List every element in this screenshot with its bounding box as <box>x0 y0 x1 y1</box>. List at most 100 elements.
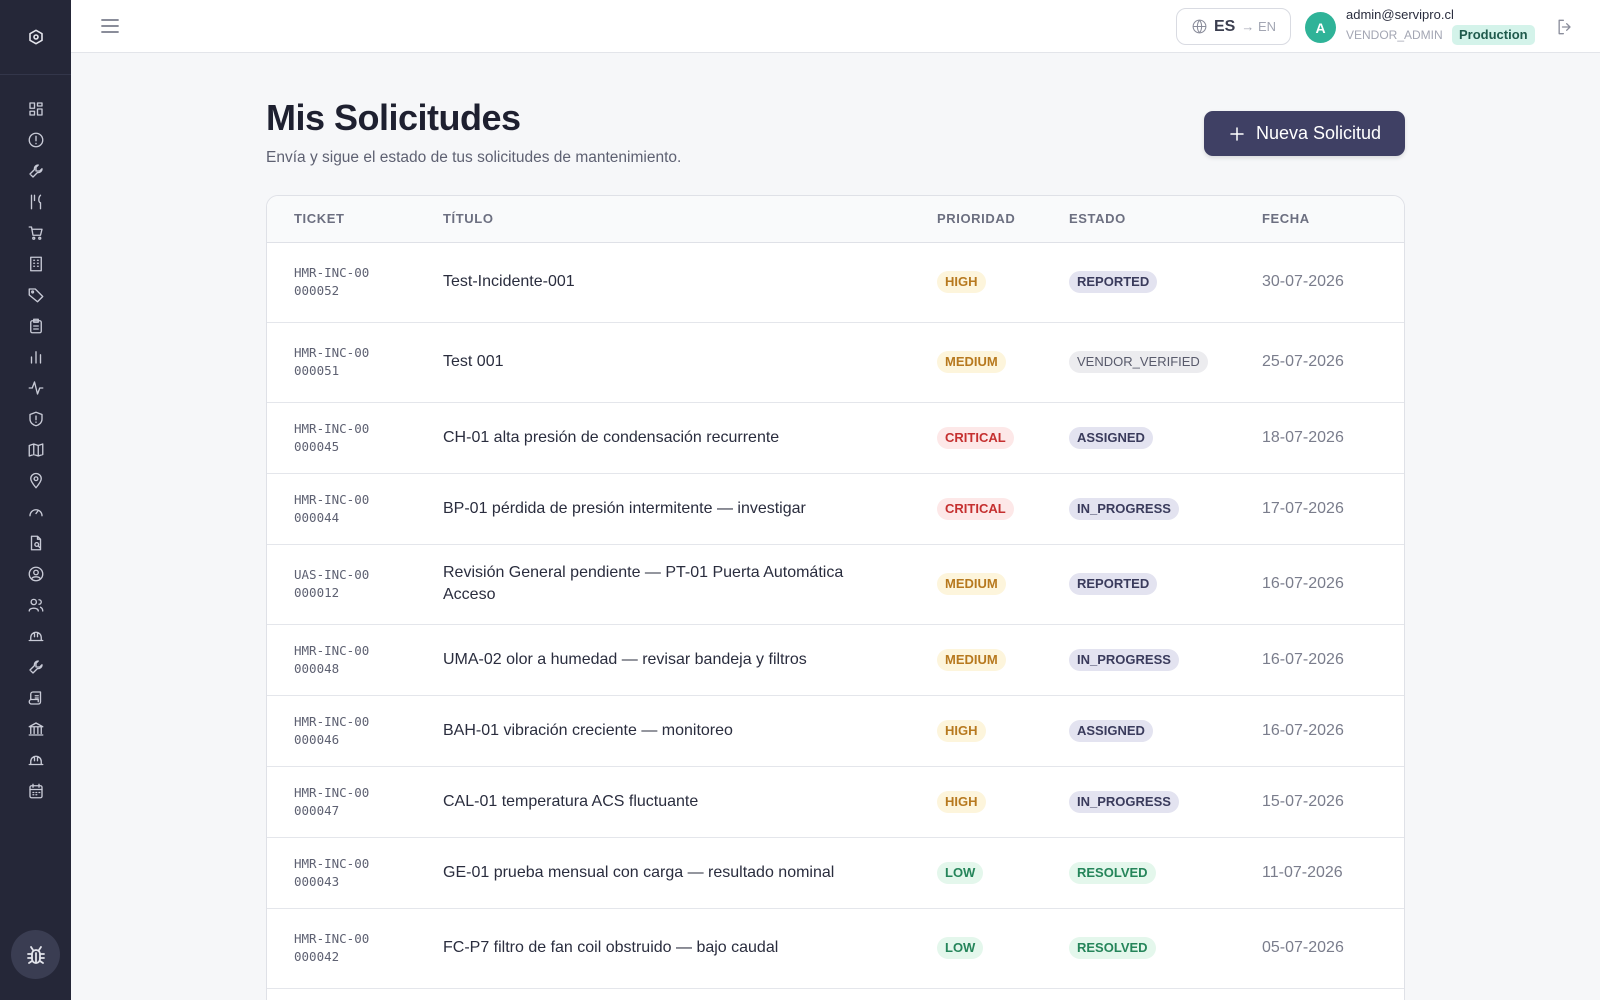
column-header-titulo[interactable]: TÍTULO <box>443 196 937 243</box>
priority-cell: HIGH <box>937 695 1069 767</box>
ticket-id[interactable]: HMR-INC-00000052 <box>294 265 370 298</box>
sidebar-item-12[interactable] <box>0 434 71 465</box>
request-title[interactable]: GE-01 prueba mensual con carga — resulta… <box>443 863 835 881</box>
sidebar-item-15[interactable] <box>0 527 71 558</box>
column-header-prioridad[interactable]: PRIORIDAD <box>937 196 1069 243</box>
sidebar-item-11[interactable] <box>0 403 71 434</box>
ticket-id[interactable]: HMR-INC-00000042 <box>294 931 370 964</box>
gauge-icon <box>28 508 43 516</box>
priority-badge: HIGH <box>937 271 986 293</box>
status-cell: IN_PROGRESS <box>1069 766 1262 838</box>
sidebar-item-1[interactable] <box>0 93 71 124</box>
ticket-id[interactable]: UAS-INC-00000012 <box>294 567 370 600</box>
request-date: 16-07-2026 <box>1262 650 1344 668</box>
date-cell: 18-07-2026 <box>1262 402 1404 474</box>
sidebar-item-18[interactable] <box>0 620 71 651</box>
sidebar-item-6[interactable] <box>0 248 71 279</box>
logout-button[interactable] <box>1555 17 1575 37</box>
page-title: Mis Solicitudes <box>266 97 521 138</box>
sidebar-item-10[interactable] <box>0 372 71 403</box>
request-title[interactable]: UMA-02 olor a humedad — revisar bandeja … <box>443 650 807 668</box>
landmark-icon <box>28 721 43 736</box>
sidebar-item-17[interactable] <box>0 589 71 620</box>
logout-icon <box>1558 19 1571 35</box>
map-icon <box>28 442 43 457</box>
sidebar-item-2[interactable] <box>0 124 71 155</box>
table-row[interactable]: HMR-INC-00000043 GE-01 prueba mensual con… <box>267 837 1404 909</box>
table-row[interactable]: HMR-INC-00000042 FC-P7 filtro de fan coil… <box>267 908 1404 989</box>
status-cell: IN_PROGRESS <box>1069 624 1262 696</box>
sidebar-item-4[interactable] <box>0 186 71 217</box>
priority-cell: MEDIUM <box>937 544 1069 625</box>
ticket-id[interactable]: HMR-INC-00000048 <box>294 642 370 676</box>
avatar[interactable]: A <box>1305 12 1336 43</box>
ticket-id[interactable]: HMR-INC-00000044 <box>294 491 370 525</box>
status-badge: IN_PROGRESS <box>1069 648 1179 671</box>
priority-badge: HIGH <box>937 719 986 742</box>
wrench-icon <box>28 659 43 674</box>
new-request-label: Nueva Solicitud <box>1255 123 1382 143</box>
priority-badge: LOW <box>937 937 984 959</box>
bug-report-button[interactable] <box>11 930 60 979</box>
sidebar-item-22[interactable] <box>0 744 71 775</box>
title-cell: BAH-01 vibración creciente — monitoreo <box>443 695 937 767</box>
request-date: 15-07-2026 <box>1262 792 1344 810</box>
request-title[interactable]: Revisión General pendiente — PT-01 Puert… <box>443 564 844 603</box>
ticket-id[interactable]: HMR-INC-00000043 <box>294 855 370 889</box>
request-title[interactable]: BP-01 pérdida de presión intermitente — … <box>443 499 806 517</box>
column-header-estado[interactable]: ESTADO <box>1069 196 1262 243</box>
sidebar-item-13[interactable] <box>0 465 71 496</box>
ticket-id[interactable]: HMR-INC-00000047 <box>294 784 370 818</box>
table-row[interactable]: HMR-INC-00000047 CAL-01 temperatura ACS f… <box>267 766 1404 838</box>
sidebar-item-7[interactable] <box>0 279 71 310</box>
sidebar-item-16[interactable] <box>0 558 71 589</box>
table-row[interactable]: HMR-INC-00000046 BAH-01 vibración crecien… <box>267 695 1404 767</box>
app-logo[interactable] <box>0 0 71 75</box>
title-cell: Test 001 <box>443 322 937 403</box>
priority-badge: MEDIUM <box>937 573 1006 595</box>
sidebar-item-19[interactable] <box>0 651 71 682</box>
date-cell: 15-07-2026 <box>1262 766 1404 838</box>
request-title[interactable]: Test 001 <box>443 353 504 370</box>
request-title[interactable]: CAL-01 temperatura ACS fluctuante <box>443 792 699 810</box>
sidebar-item-8[interactable] <box>0 310 71 341</box>
language-toggle[interactable]: ES → EN <box>1176 8 1291 45</box>
new-request-button[interactable]: Nueva Solicitud <box>1204 111 1405 156</box>
request-date: 30-07-2026 <box>1262 273 1344 290</box>
table-row[interactable]: HMR-INC-00000051 Test 001 MEDIUM VENDOR_VER… <box>267 322 1404 403</box>
shield-icon <box>28 411 43 426</box>
request-title[interactable]: BAH-01 vibración creciente — monitoreo <box>443 721 733 739</box>
language-next: → EN <box>1241 19 1277 34</box>
menu-toggle-button[interactable] <box>98 14 122 38</box>
ticket-id[interactable]: HMR-INC-00000045 <box>294 420 370 454</box>
sidebar-item-3[interactable] <box>0 155 71 186</box>
priority-badge: CRITICAL <box>937 497 1014 520</box>
column-header-fecha[interactable]: FECHA <box>1262 196 1404 243</box>
sidebar-item-23[interactable] <box>0 775 71 806</box>
sidebar-item-20[interactable] <box>0 682 71 713</box>
table-row[interactable]: HMR-INC-00000044 BP-01 pérdida de presión… <box>267 473 1404 545</box>
status-badge: VENDOR_VERIFIED <box>1069 351 1208 373</box>
table-row[interactable]: HMR-INC-00000045 CH-01 alta presión de co… <box>267 402 1404 474</box>
cart-icon <box>28 225 43 240</box>
request-date: 05-07-2026 <box>1262 939 1344 956</box>
map-pin-icon <box>29 472 42 488</box>
sidebar-item-21[interactable] <box>0 713 71 744</box>
sidebar-item-5[interactable] <box>0 217 71 248</box>
sidebar-item-9[interactable] <box>0 341 71 372</box>
request-title[interactable]: FC-P7 filtro de fan coil obstruido — baj… <box>443 939 779 956</box>
tag-icon <box>28 287 43 302</box>
table-row[interactable]: HMR-INC-00000052 Test-Incidente-001 HIGH RE… <box>267 242 1404 323</box>
request-title[interactable]: CH-01 alta presión de condensación recur… <box>443 428 780 446</box>
table-row[interactable]: HMR-INC-00000048 UMA-02 olor a humedad — … <box>267 624 1404 696</box>
column-header-ticket[interactable]: TICKET <box>267 196 443 243</box>
sidebar-item-14[interactable] <box>0 496 71 527</box>
table-row[interactable]: UAS-INC-00000012 Revisión General pendien… <box>267 544 1404 625</box>
date-cell: 30-07-2026 <box>1262 242 1404 323</box>
utensils-icon <box>30 194 41 209</box>
status-badge: ASSIGNED <box>1069 719 1153 742</box>
ticket-id[interactable]: HMR-INC-00000051 <box>294 345 370 378</box>
ticket-id[interactable]: HMR-INC-00000046 <box>294 713 370 747</box>
request-title[interactable]: Test-Incidente-001 <box>443 273 575 290</box>
activity-icon <box>28 380 43 395</box>
